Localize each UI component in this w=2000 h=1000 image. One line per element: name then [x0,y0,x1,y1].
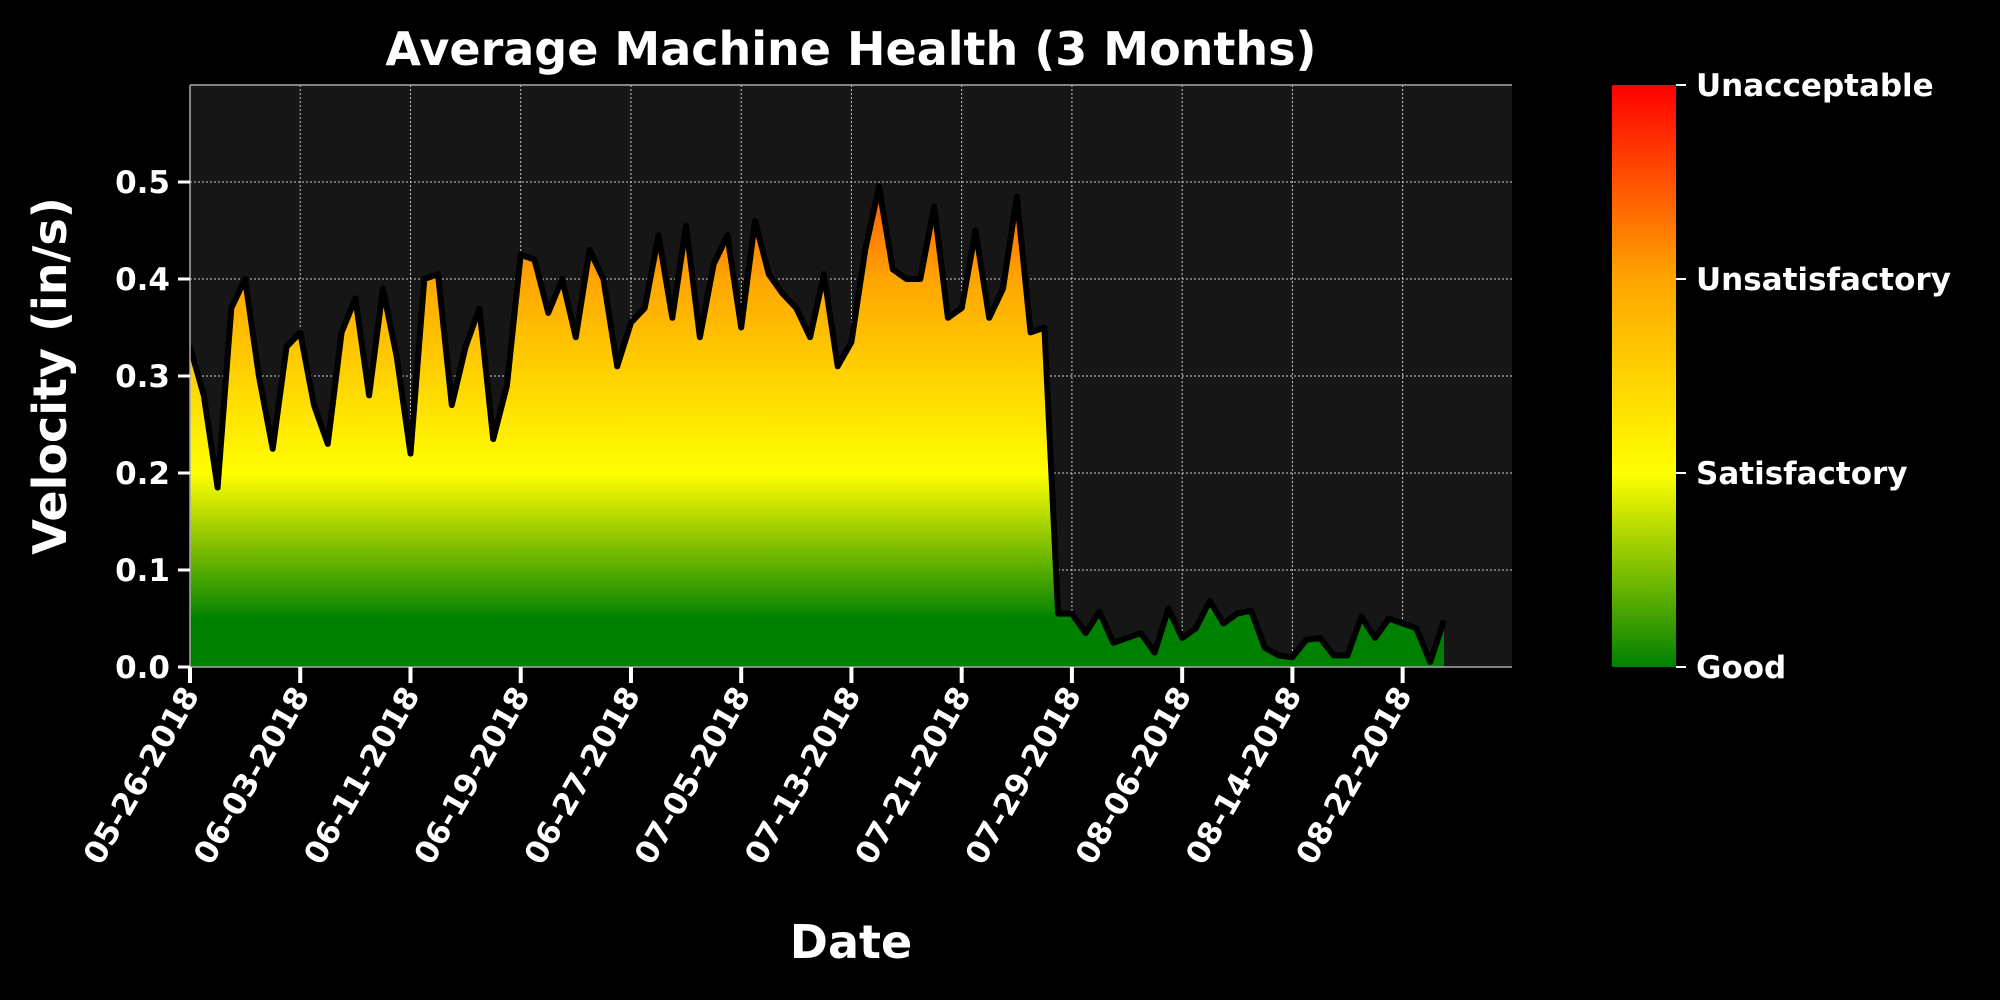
x-tick-label: 07-05-2018 [628,681,758,871]
colorbar-label: Unsatisfactory [1696,262,1951,298]
y-tick-label: 0.1 [115,553,170,589]
y-tick-label: 0.0 [115,650,170,686]
colorbar-label: Good [1696,650,1786,686]
y-axis-label: Velocity (in/s) [23,197,77,554]
chart-title: Average Machine Health (3 Months) [385,22,1316,76]
x-axis-label: Date [790,915,912,969]
colorbar-label: Unacceptable [1696,68,1934,104]
y-axis-ticks: 0.0 0.1 0.2 0.3 0.4 0.5 [115,165,190,686]
x-tick-label: 05-26-2018 [77,681,207,871]
x-tick-label: 07-13-2018 [738,681,868,871]
x-tick-label: 08-22-2018 [1289,681,1419,871]
x-tick-label: 07-21-2018 [848,681,978,871]
colorbar [1612,85,1676,667]
y-tick-label: 0.2 [115,456,170,492]
colorbar-label: Satisfactory [1696,456,1908,492]
series-line [190,183,1447,666]
y-tick-label: 0.5 [115,165,170,201]
x-tick-label: 06-03-2018 [187,681,317,871]
velocity-area [190,186,1444,667]
x-tick-label: 08-14-2018 [1179,681,1309,871]
x-tick-label: 06-11-2018 [297,681,427,871]
y-tick-label: 0.3 [115,359,170,395]
x-tick-label: 07-29-2018 [959,681,1089,871]
x-tick-label: 06-19-2018 [407,681,537,871]
colorbar-ticks: Good Satisfactory Unsatisfactory Unacceptab… [1676,68,1951,686]
x-tick-label: 08-06-2018 [1069,681,1199,871]
x-tick-label: 06-27-2018 [518,681,648,871]
x-axis-ticks: 05-26-201806-03-201806-11-201806-19-2018… [77,667,1420,871]
y-tick-label: 0.4 [115,262,170,298]
